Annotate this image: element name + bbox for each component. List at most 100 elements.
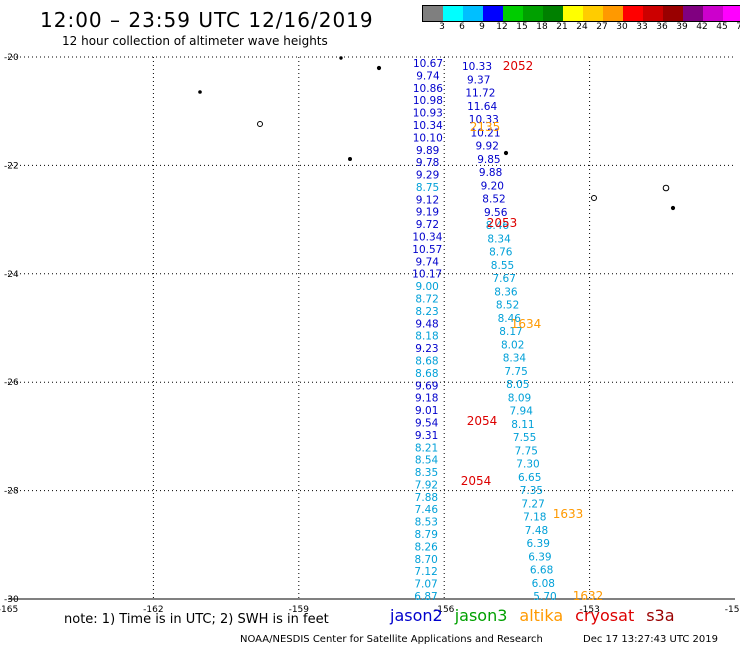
wave-height-value: 7.55 xyxy=(513,432,536,444)
wave-height-value: 8.17 xyxy=(499,326,522,338)
longitude-tick-label: -153 xyxy=(579,605,599,615)
wave-height-value: 9.00 xyxy=(415,281,438,293)
wave-height-value: 8.68 xyxy=(415,368,438,380)
wave-height-value: 9.54 xyxy=(415,417,439,429)
axis-tick-labels: -165 -162 -159 -156 -153 -150 -20 -22 -24 -26 -28 -… xyxy=(0,53,740,615)
colorbar-label: 18 xyxy=(536,22,548,32)
wave-height-value: 9.69 xyxy=(415,380,438,392)
colorbar-label: 9 xyxy=(479,22,485,32)
wave-height-value: 7.92 xyxy=(415,479,438,491)
map-title: 12:00 – 23:59 UTC 12/16/2019 xyxy=(40,8,374,32)
wave-height-value: 7.12 xyxy=(414,566,437,578)
colorbar-swatch xyxy=(423,6,443,21)
wave-height-value: 9.48 xyxy=(415,318,438,330)
colorbar-label: 12 xyxy=(496,22,508,32)
wave-height-value: 9.85 xyxy=(477,154,500,166)
wave-height-value: 11.72 xyxy=(465,88,495,100)
wave-height-value: 8.21 xyxy=(415,442,438,454)
wave-height-value: 9.56 xyxy=(484,207,508,219)
wave-height-value: 11.64 xyxy=(467,101,497,113)
colorbar-swatch xyxy=(663,6,683,21)
colorbar-swatch xyxy=(463,6,483,21)
pass-time-label: 2052 xyxy=(503,59,534,73)
pass-time-label: 2053 xyxy=(487,216,518,230)
wave-height-value: 7.67 xyxy=(493,273,516,285)
wave-height-value: 8.46 xyxy=(486,220,510,232)
island-outline xyxy=(670,205,676,211)
wave-height-value: 10.17 xyxy=(412,269,442,281)
wave-height-value: 6.08 xyxy=(532,578,555,590)
wave-height-value: 7.75 xyxy=(515,445,538,457)
wave-height-value: 6.65 xyxy=(518,472,541,484)
wave-height-value: 10.67 xyxy=(413,58,443,70)
colorbar-swatch xyxy=(443,6,463,21)
wave-height-value: 7.88 xyxy=(415,492,438,504)
pass-time-label: 2135 xyxy=(470,120,501,134)
island-outline xyxy=(339,56,343,60)
longitude-tick-label: -156 xyxy=(434,605,455,615)
colorbar-swatch xyxy=(603,6,623,21)
island-outline xyxy=(198,90,202,94)
wave-height-value: 9.31 xyxy=(415,430,438,442)
wave-height-value: 9.74 xyxy=(416,256,440,268)
colorbar-swatch xyxy=(723,6,740,21)
wave-height-value: 6.39 xyxy=(527,538,550,550)
wave-height-value: 10.21 xyxy=(470,127,500,139)
colorbar-swatch xyxy=(583,6,603,21)
longitude-tick-label: -159 xyxy=(289,605,310,615)
island-outline xyxy=(591,195,597,201)
pass-time-label: 2054 xyxy=(467,414,498,428)
colorbar-label: 15 xyxy=(516,22,528,32)
longitude-tick-label: -165 xyxy=(0,605,18,615)
island-outline xyxy=(257,121,263,127)
latitude-tick-label: -28 xyxy=(4,487,19,497)
wave-height-value: 8.79 xyxy=(415,529,438,541)
wave-height-value: 8.53 xyxy=(415,517,438,529)
map-subtitle: 12 hour collection of altimeter wave hei… xyxy=(62,34,328,48)
wave-height-value: 8.26 xyxy=(414,541,438,553)
legend-jason2: jason2 xyxy=(390,606,443,625)
wave-height-value: 7.27 xyxy=(521,498,544,510)
wave-height-value: 8.11 xyxy=(511,419,534,431)
wave-height-value: 9.92 xyxy=(476,141,499,153)
wave-height-value: 8.23 xyxy=(415,306,438,318)
wave-height-value: 9.20 xyxy=(481,180,504,192)
legend-cryosat: cryosat xyxy=(575,606,635,625)
wave-height-value: 8.02 xyxy=(501,339,524,351)
legend-altika: altika xyxy=(519,606,564,625)
colorbar-swatch xyxy=(503,6,523,21)
wave-height-value: 9.74 xyxy=(416,70,440,82)
wave-height-value: 5.70 xyxy=(533,591,556,603)
wave-height-value: 9.78 xyxy=(416,157,439,169)
colorbar-swatch xyxy=(523,6,543,21)
wave-height-value: 8.34 xyxy=(487,233,511,245)
wave-height-value: 6.68 xyxy=(530,565,553,577)
wave-height-value: 10.33 xyxy=(462,61,492,73)
wave-height-value: 6.87 xyxy=(414,591,437,603)
colorbar-swatch xyxy=(643,6,663,21)
pass-time-label: 1633 xyxy=(553,507,584,521)
wave-height-value: 8.52 xyxy=(496,300,519,312)
wave-height-value: 10.34 xyxy=(413,120,443,132)
colorbar-swatch xyxy=(623,6,643,21)
footer-note: note: 1) Time is in UTC; 2) SWH is in fe… xyxy=(64,612,329,627)
wave-height-value: 10.33 xyxy=(469,114,499,126)
wave-height-value: 10.93 xyxy=(413,108,443,120)
pass-time-labels: 2052 2135 2053 1634 2054 2054 1633 1632 xyxy=(461,59,604,603)
wave-height-value: 7.18 xyxy=(523,512,546,524)
wave-height-value: 8.36 xyxy=(494,286,518,298)
wave-height-value: 8.34 xyxy=(503,353,527,365)
legend-jason3: jason3 xyxy=(454,606,508,625)
wave-height-value: 7.35 xyxy=(520,485,543,497)
colorbar-label: 36 xyxy=(656,22,668,32)
wave-height-value: 8.05 xyxy=(506,379,529,391)
wave-height-value: 9.23 xyxy=(415,343,438,355)
latitude-tick-label: -20 xyxy=(4,53,19,63)
colorbar-label: 21 xyxy=(556,22,568,32)
colorbar-label: 70 xyxy=(736,22,740,32)
wave-height-value: 7.30 xyxy=(516,459,539,471)
colorbar-swatch xyxy=(543,6,563,21)
wave-height-value: 8.35 xyxy=(415,467,438,479)
wave-height-value: 7.48 xyxy=(525,525,548,537)
